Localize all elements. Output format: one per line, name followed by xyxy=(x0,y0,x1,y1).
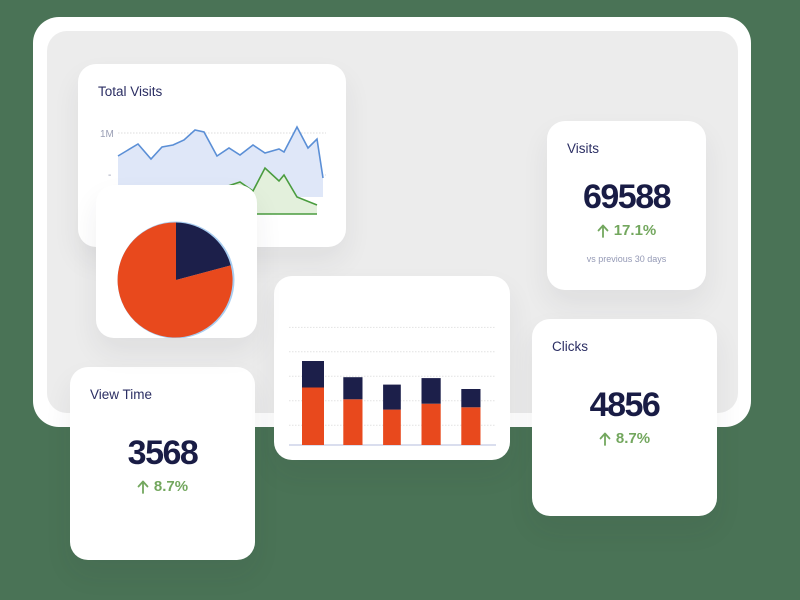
svg-text:1M: 1M xyxy=(100,129,114,140)
svg-text:-: - xyxy=(108,170,111,181)
